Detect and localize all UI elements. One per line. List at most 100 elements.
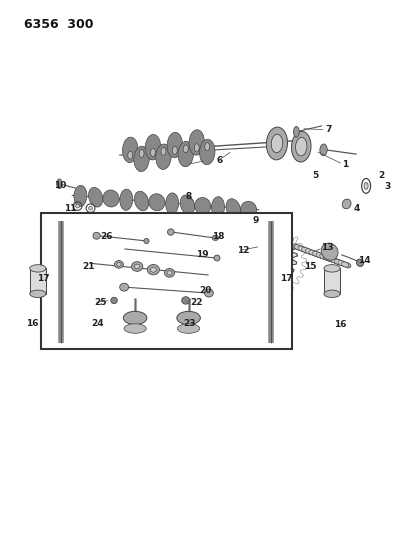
Ellipse shape [226,199,240,219]
Text: 1: 1 [342,160,348,168]
Ellipse shape [111,297,117,304]
Ellipse shape [305,249,313,254]
Ellipse shape [204,289,213,297]
Ellipse shape [167,132,182,158]
Text: 8: 8 [186,192,192,201]
Ellipse shape [128,151,133,159]
Ellipse shape [339,261,347,266]
Ellipse shape [164,269,175,277]
Text: 5: 5 [313,171,319,180]
Text: 21: 21 [82,262,95,271]
Ellipse shape [145,134,161,160]
Ellipse shape [294,245,302,250]
Ellipse shape [324,255,330,261]
Ellipse shape [134,146,149,172]
Ellipse shape [131,262,143,271]
Text: 10: 10 [54,181,67,190]
Ellipse shape [144,238,149,244]
Text: 23: 23 [183,319,195,328]
Ellipse shape [253,246,273,266]
Ellipse shape [251,215,256,220]
Ellipse shape [124,324,146,333]
Ellipse shape [212,235,219,240]
Ellipse shape [177,324,200,333]
Ellipse shape [320,254,327,259]
Text: 2: 2 [378,171,384,180]
Ellipse shape [364,182,368,189]
Ellipse shape [211,197,224,218]
Ellipse shape [324,290,340,297]
Ellipse shape [293,126,299,137]
Ellipse shape [266,127,288,160]
Ellipse shape [321,243,338,260]
Ellipse shape [295,138,307,156]
Ellipse shape [167,271,172,275]
Ellipse shape [343,262,351,268]
Ellipse shape [291,131,311,162]
Ellipse shape [30,265,46,272]
Ellipse shape [93,232,100,239]
Ellipse shape [149,193,165,211]
Ellipse shape [324,265,340,272]
Text: 15: 15 [304,262,317,271]
Ellipse shape [115,261,123,268]
Ellipse shape [296,245,304,251]
Ellipse shape [316,253,323,258]
Ellipse shape [150,267,156,272]
Ellipse shape [134,191,149,211]
Ellipse shape [182,297,190,304]
Ellipse shape [183,145,188,153]
Ellipse shape [89,206,93,210]
Ellipse shape [75,204,80,208]
Ellipse shape [271,134,283,153]
Ellipse shape [161,148,166,156]
Text: 18: 18 [212,232,225,241]
Text: 17: 17 [280,274,293,283]
Bar [30,268,46,294]
Ellipse shape [189,130,204,155]
Ellipse shape [317,253,326,259]
Text: 3: 3 [384,182,390,191]
Text: 16: 16 [26,319,38,328]
Text: 7: 7 [326,125,332,134]
Text: 22: 22 [190,298,202,307]
Text: 24: 24 [91,319,104,328]
Polygon shape [228,221,297,290]
Ellipse shape [309,250,316,255]
Bar [324,268,340,294]
Ellipse shape [123,311,147,325]
Ellipse shape [89,188,103,207]
Ellipse shape [177,311,200,325]
Ellipse shape [240,201,257,219]
Ellipse shape [168,229,174,235]
Ellipse shape [338,261,345,265]
Text: 20: 20 [199,286,211,295]
Ellipse shape [166,193,179,214]
Ellipse shape [195,198,211,214]
Text: 6: 6 [217,156,223,165]
Ellipse shape [194,144,199,152]
Ellipse shape [120,189,133,211]
Text: 11: 11 [64,204,77,213]
Ellipse shape [180,195,195,215]
Text: 13: 13 [322,244,334,253]
Ellipse shape [30,290,46,297]
Ellipse shape [321,254,329,260]
Ellipse shape [151,149,155,157]
Ellipse shape [330,258,338,263]
Ellipse shape [178,141,193,167]
Ellipse shape [214,255,220,261]
Ellipse shape [200,139,215,165]
Ellipse shape [336,260,344,265]
Ellipse shape [120,283,129,291]
Ellipse shape [314,252,322,257]
Ellipse shape [173,147,177,155]
Ellipse shape [139,150,144,158]
Text: 9: 9 [253,216,259,225]
Ellipse shape [327,256,334,262]
Ellipse shape [156,144,171,169]
Ellipse shape [307,249,315,255]
Ellipse shape [325,256,333,261]
Text: 19: 19 [196,251,208,260]
Ellipse shape [342,199,351,209]
